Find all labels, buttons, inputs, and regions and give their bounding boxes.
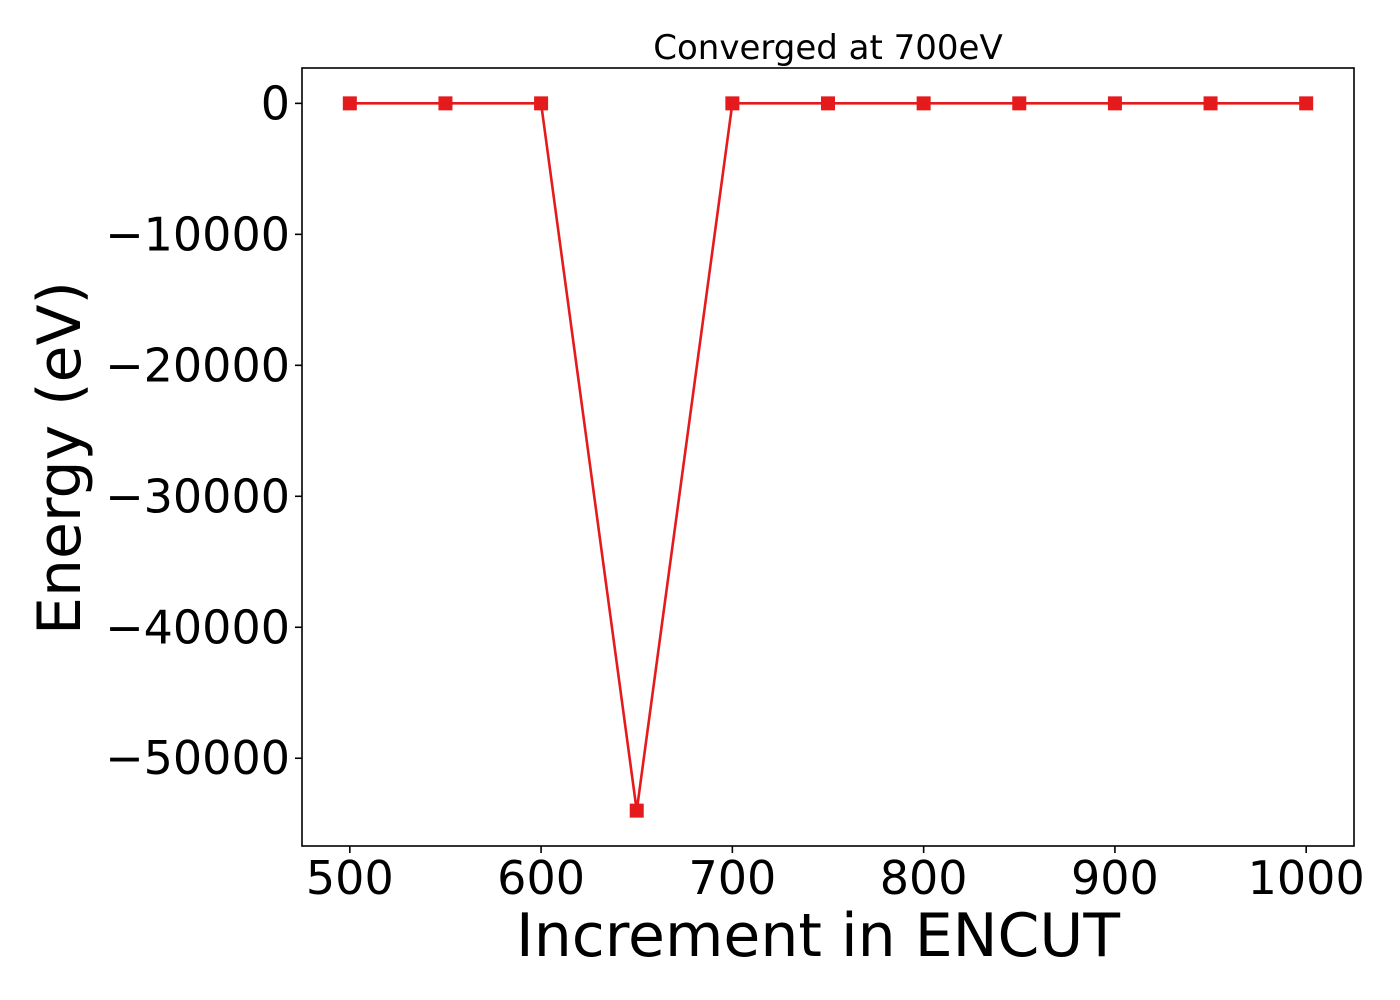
data-point-marker bbox=[821, 96, 835, 111]
data-point-marker bbox=[438, 96, 453, 111]
x-tick-label: 700 bbox=[688, 851, 776, 905]
data-point-marker bbox=[1107, 96, 1122, 111]
data-point-marker bbox=[1203, 96, 1218, 111]
data-point-marker bbox=[725, 96, 740, 111]
chart-title: Converged at 700eV bbox=[653, 28, 1002, 68]
x-tick-label: 500 bbox=[306, 851, 394, 905]
data-point-marker bbox=[342, 96, 357, 111]
y-tick-label: −50000 bbox=[105, 731, 290, 785]
x-tick-label: 1000 bbox=[1248, 851, 1365, 905]
data-point-marker bbox=[534, 96, 549, 111]
axis-ticks: 500 600 700 800 900 1000 0 −10000 −20000 −30000 −4… bbox=[105, 76, 1365, 905]
y-tick-label: 0 bbox=[261, 76, 290, 130]
x-axis-label: Increment in ENCUT bbox=[516, 901, 1120, 971]
y-tick-label: −20000 bbox=[105, 338, 290, 392]
y-tick-label: −10000 bbox=[105, 207, 290, 261]
data-point-marker bbox=[1299, 96, 1314, 111]
x-tick-label: 800 bbox=[880, 851, 968, 905]
y-axis-label: Energy (eV) bbox=[25, 281, 95, 635]
x-tick-label: 600 bbox=[497, 851, 585, 905]
y-tick-label: −40000 bbox=[105, 600, 290, 654]
data-point-marker bbox=[629, 803, 644, 818]
x-tick-label: 900 bbox=[1071, 851, 1159, 905]
y-tick-label: −30000 bbox=[105, 469, 290, 523]
plot-frame bbox=[301, 67, 1355, 847]
data-point-marker bbox=[1012, 96, 1027, 111]
series-layer bbox=[342, 96, 1314, 818]
data-point-marker bbox=[916, 96, 931, 111]
